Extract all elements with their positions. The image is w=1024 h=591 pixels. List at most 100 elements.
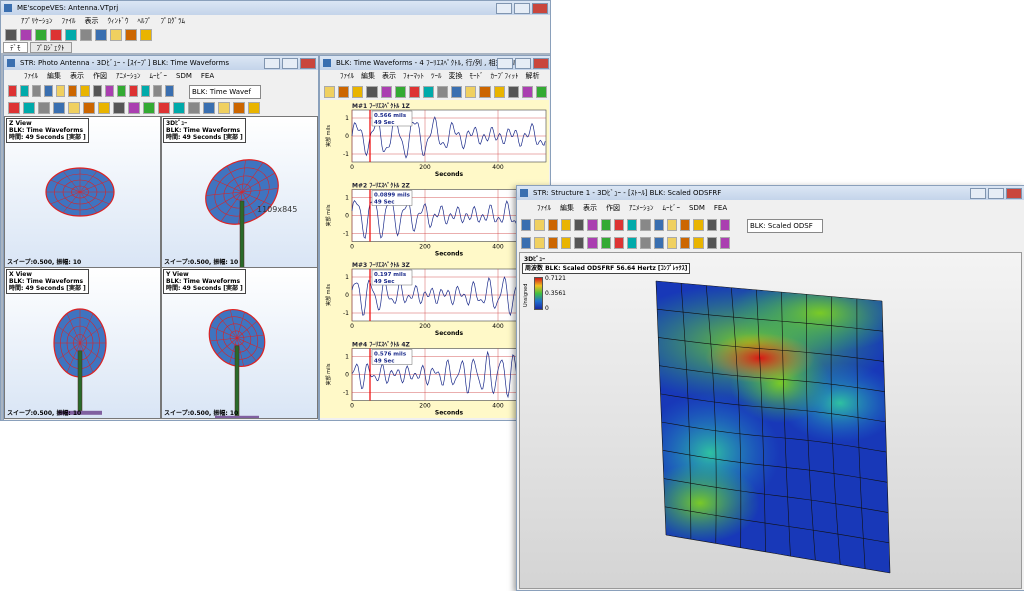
tool-button[interactable] — [56, 85, 66, 97]
menu-item[interactable]: ｱﾆﾒｰｼｮﾝ — [629, 204, 654, 212]
menu-item[interactable]: 編集 — [560, 204, 574, 212]
menu-item[interactable]: ﾌｧｲﾙ — [61, 17, 76, 25]
tool-button[interactable] — [640, 237, 651, 249]
tool-button[interactable] — [613, 219, 624, 231]
tool-button[interactable] — [68, 102, 80, 114]
tool-button[interactable] — [521, 237, 532, 249]
menu-item[interactable]: 表示 — [70, 72, 84, 80]
tool-button[interactable] — [587, 237, 598, 249]
tool-button[interactable] — [719, 219, 730, 231]
tool-button[interactable] — [80, 29, 92, 41]
tool-button[interactable] — [20, 85, 30, 97]
tool-button[interactable] — [158, 102, 170, 114]
tool-button[interactable] — [338, 86, 350, 98]
tool-button[interactable] — [152, 85, 163, 97]
tool-button[interactable] — [113, 102, 125, 114]
tool-button[interactable] — [98, 102, 110, 114]
tool-button[interactable] — [653, 237, 664, 249]
tool-button[interactable] — [521, 86, 533, 98]
tool-button[interactable] — [547, 219, 558, 231]
block-dropdown[interactable]: BLK: Time Wavef — [189, 85, 261, 99]
menu-item[interactable]: ﾑｰﾋﾞｰ — [149, 72, 168, 80]
menu-item[interactable]: ﾌｧｲﾙ — [537, 204, 551, 212]
tool-button[interactable] — [600, 237, 611, 249]
tool-button[interactable] — [8, 102, 20, 114]
menu-item[interactable]: 作図 — [606, 204, 620, 212]
tool-button[interactable] — [680, 219, 691, 231]
tool-button[interactable] — [547, 237, 558, 249]
window-buttons[interactable] — [496, 3, 548, 14]
tool-button[interactable] — [104, 85, 114, 97]
menu-item[interactable]: ﾂｰﾙ — [431, 72, 442, 80]
tool-button[interactable] — [560, 237, 571, 249]
tool-button[interactable] — [218, 102, 230, 114]
window-buttons[interactable] — [497, 58, 549, 69]
tool-button[interactable] — [352, 86, 364, 98]
tool-button[interactable] — [23, 102, 35, 114]
menu-item[interactable]: ｱﾌﾟﾘｹｰｼｮﾝ — [21, 17, 53, 25]
menu-item[interactable]: 編集 — [47, 72, 61, 80]
menu-item[interactable]: 編集 — [361, 72, 375, 80]
tool-button[interactable] — [437, 86, 449, 98]
tool-button[interactable] — [140, 29, 152, 41]
tool-button[interactable] — [80, 85, 90, 97]
tool-button[interactable] — [380, 86, 392, 98]
tool-button[interactable] — [534, 237, 545, 249]
menu-item[interactable]: ｶｰﾌﾞﾌｨｯﾄ — [490, 72, 519, 80]
tool-button[interactable] — [574, 219, 585, 231]
menu-item[interactable]: SDM — [176, 72, 192, 80]
menu-item[interactable]: ﾌﾟﾛｸﾞﾗﾑ — [160, 17, 186, 25]
menu-item[interactable]: ｱﾆﾒｰｼｮﾝ — [116, 72, 141, 80]
tool-button[interactable] — [666, 219, 677, 231]
menu-item[interactable]: 変換 — [448, 72, 463, 80]
tool-button[interactable] — [574, 237, 585, 249]
tool-button[interactable] — [203, 102, 215, 114]
block-dropdown[interactable]: BLK: Scaled ODSF — [747, 219, 823, 233]
tool-button[interactable] — [521, 219, 532, 231]
menu-item[interactable]: 表示 — [382, 72, 396, 80]
tool-button[interactable] — [680, 237, 691, 249]
window-buttons[interactable] — [264, 58, 316, 69]
tool-button[interactable] — [233, 102, 245, 114]
tool-button[interactable] — [92, 85, 102, 97]
menu-item[interactable]: ﾌｧｲﾙ — [24, 72, 38, 80]
tool-button[interactable] — [50, 29, 62, 41]
tool-button[interactable] — [653, 219, 664, 231]
tool-button[interactable] — [35, 29, 47, 41]
tool-button[interactable] — [560, 219, 571, 231]
tab[interactable]: ﾌﾟﾛｼﾞｪｸﾄ — [29, 42, 72, 53]
tool-button[interactable] — [587, 219, 598, 231]
tool-button[interactable] — [65, 29, 77, 41]
tool-button[interactable] — [324, 86, 336, 98]
menu-item[interactable]: 作図 — [93, 72, 107, 80]
tool-button[interactable] — [465, 86, 477, 98]
tool-button[interactable] — [68, 85, 78, 97]
tool-button[interactable] — [613, 237, 624, 249]
tool-button[interactable] — [451, 86, 463, 98]
menu-item[interactable]: ﾓｰﾄﾞ — [469, 72, 484, 80]
menu-item[interactable]: ｳｨﾝﾄﾞｳ — [107, 17, 129, 25]
tool-button[interactable] — [719, 237, 730, 249]
tool-button[interactable] — [53, 102, 65, 114]
tool-button[interactable] — [627, 237, 638, 249]
tool-button[interactable] — [666, 237, 677, 249]
tool-button[interactable] — [534, 219, 545, 231]
tool-button[interactable] — [173, 102, 185, 114]
tool-button[interactable] — [706, 237, 717, 249]
tool-button[interactable] — [188, 102, 200, 114]
tool-button[interactable] — [32, 85, 42, 97]
menu-item[interactable]: ﾌｧｲﾙ — [340, 72, 354, 80]
tool-button[interactable] — [248, 102, 260, 114]
menu-item[interactable]: ﾌｫｰﾏｯﾄ — [403, 72, 424, 80]
menu-item[interactable]: 表示 — [583, 204, 597, 212]
menu-item[interactable]: SDM — [689, 204, 705, 212]
window-buttons[interactable] — [970, 188, 1022, 199]
tool-button[interactable] — [5, 29, 17, 41]
tool-button[interactable] — [627, 219, 638, 231]
menu-item[interactable]: ﾑｰﾋﾞｰ — [662, 204, 681, 212]
menu-item[interactable]: FEA — [200, 72, 215, 80]
tool-button[interactable] — [693, 237, 704, 249]
tool-button[interactable] — [165, 85, 175, 97]
menu-item[interactable]: 表示 — [84, 17, 99, 25]
tool-button[interactable] — [640, 219, 651, 231]
